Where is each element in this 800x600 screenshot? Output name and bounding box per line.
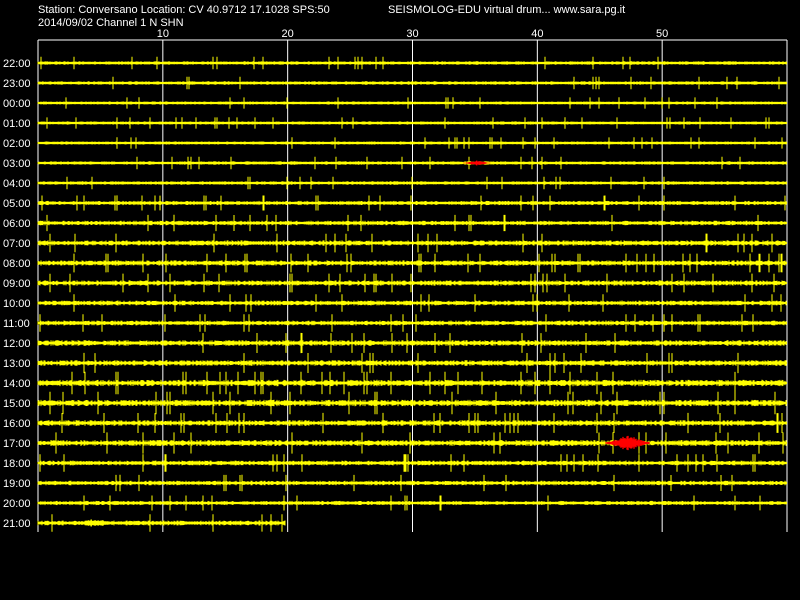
app-title: SEISMOLOG-EDU virtual drum... www.sara.p… xyxy=(388,4,626,16)
trace-noise xyxy=(37,371,787,395)
x-tick-label: 50 xyxy=(656,28,668,40)
trace-noise xyxy=(37,273,787,293)
hour-label: 03:00 xyxy=(3,158,31,170)
hour-label: 22:00 xyxy=(3,58,31,70)
trace-noise xyxy=(37,412,787,434)
trace-noise xyxy=(37,332,787,354)
hour-label: 17:00 xyxy=(3,438,31,450)
trace-noise xyxy=(37,56,787,70)
hour-label: 01:00 xyxy=(3,118,31,130)
hour-label: 02:00 xyxy=(3,138,31,150)
x-tick-label: 20 xyxy=(282,28,294,40)
hour-label: 13:00 xyxy=(3,358,31,370)
trace-noise xyxy=(37,117,787,129)
trace-noise xyxy=(37,294,787,312)
x-tick-label: 30 xyxy=(406,28,418,40)
trace-noise xyxy=(37,214,787,232)
hour-label: 05:00 xyxy=(3,198,31,210)
grid xyxy=(37,39,788,532)
seismic-event xyxy=(605,435,650,451)
hour-label: 06:00 xyxy=(3,218,31,230)
hour-label: 19:00 xyxy=(3,478,31,490)
labels: 10 20 30 40 50 22:00 23:00 00:00 01:00 02:00 03:00… xyxy=(3,28,668,530)
x-tick-label: 40 xyxy=(531,28,543,40)
trace-noise xyxy=(37,76,787,90)
hour-label: 04:00 xyxy=(3,178,31,190)
hour-label: 18:00 xyxy=(3,458,31,470)
seismic-event xyxy=(463,160,491,166)
hour-label: 21:00 xyxy=(3,518,31,530)
hour-label: 09:00 xyxy=(3,278,31,290)
traces xyxy=(37,56,787,532)
hour-label: 08:00 xyxy=(3,258,31,270)
station-info: Station: Conversano Location: CV 40.9712… xyxy=(38,4,330,16)
trace-noise xyxy=(37,391,787,415)
trace-noise xyxy=(37,156,787,170)
seismic-event xyxy=(68,519,119,527)
trace-noise xyxy=(37,233,787,253)
trace-noise xyxy=(37,474,787,492)
hour-label: 14:00 xyxy=(3,378,31,390)
hour-label: 10:00 xyxy=(3,298,31,310)
trace-noise xyxy=(37,495,787,511)
trace-noise xyxy=(37,253,787,273)
hour-label: 15:00 xyxy=(3,398,31,410)
trace-noise xyxy=(37,314,787,332)
trace-noise xyxy=(37,97,787,109)
hour-label: 12:00 xyxy=(3,338,31,350)
trace-noise xyxy=(37,352,787,374)
hour-label: 23:00 xyxy=(3,78,31,90)
trace-noise xyxy=(37,176,787,190)
x-tick-label: 10 xyxy=(157,28,169,40)
hour-label: 20:00 xyxy=(3,498,31,510)
date-channel-info: 2014/09/02 Channel 1 N SHN xyxy=(38,17,184,29)
hour-label: 11:00 xyxy=(3,318,30,330)
trace-noise xyxy=(37,454,787,472)
hour-label: 07:00 xyxy=(3,238,31,250)
trace-noise xyxy=(37,137,787,149)
hour-label: 00:00 xyxy=(3,98,31,110)
hour-label: 16:00 xyxy=(3,418,31,430)
trace-noise xyxy=(37,195,787,211)
